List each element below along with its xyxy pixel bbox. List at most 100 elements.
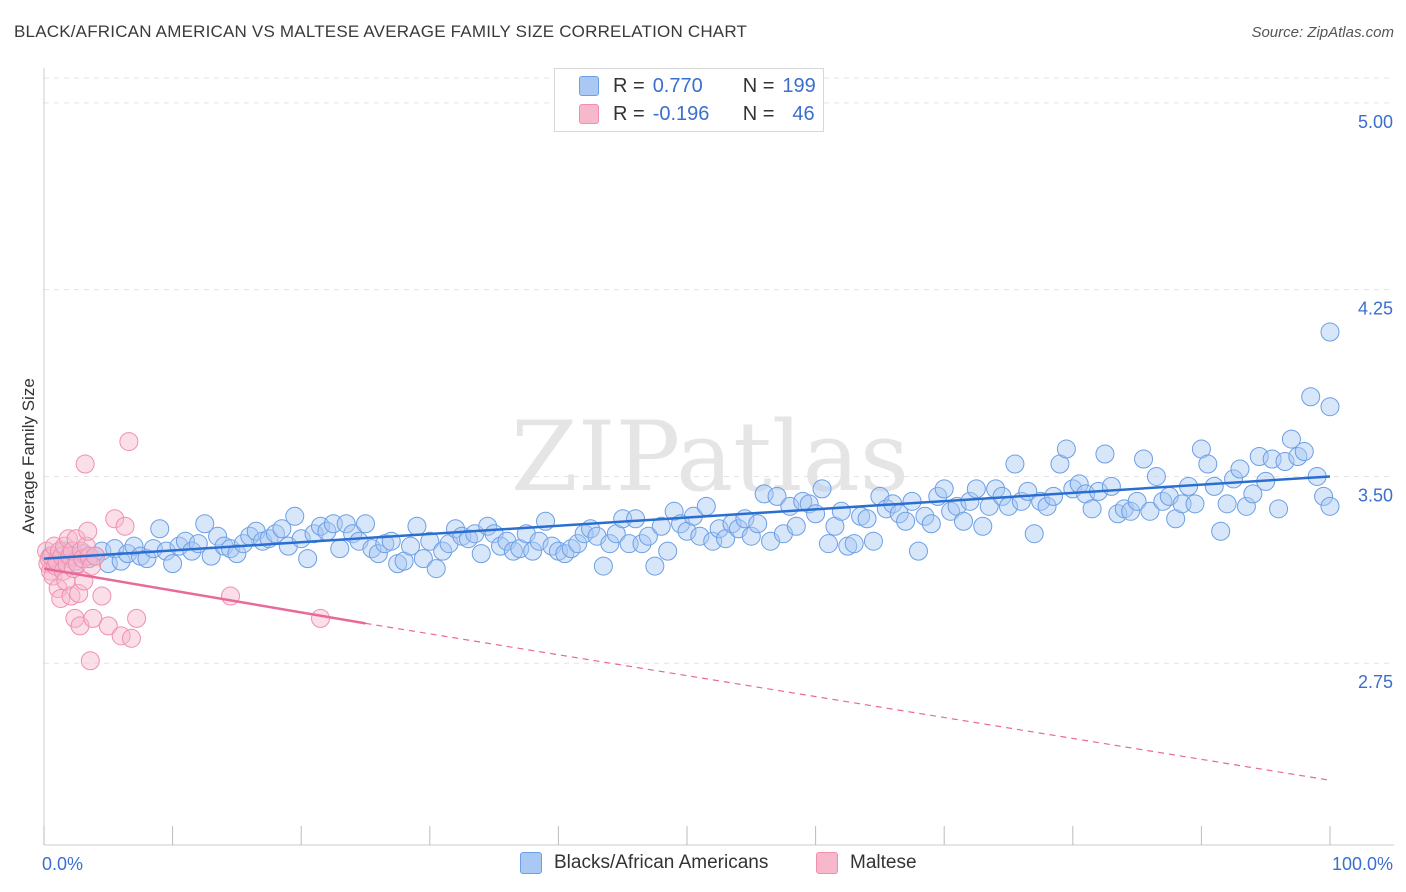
data-point (1320, 496, 1340, 516)
data-point (182, 541, 202, 561)
legend-r-value: 0.770 (652, 74, 703, 97)
data-point (413, 549, 433, 569)
data-point (1140, 501, 1160, 521)
series-maltese (37, 432, 330, 671)
data-point (227, 544, 247, 564)
data-point (529, 531, 549, 551)
data-point (626, 509, 646, 529)
data-point (1294, 442, 1314, 462)
data-point (915, 506, 935, 526)
data-point (818, 534, 838, 554)
data-point (908, 541, 928, 561)
data-point (330, 539, 350, 559)
legend-n-value: 199 (782, 74, 816, 97)
y-tick-label: 4.25 (1358, 299, 1393, 319)
data-point (593, 556, 613, 576)
data-point (523, 541, 543, 561)
data-point (1243, 484, 1263, 504)
series-layer (37, 322, 1340, 671)
data-point (658, 541, 678, 561)
data-point (709, 519, 729, 539)
data-point (651, 516, 671, 536)
data-point (119, 432, 139, 452)
legend-swatch-blacks (520, 852, 542, 874)
data-point (92, 586, 112, 606)
data-point (401, 536, 421, 556)
data-point (61, 586, 81, 606)
legend-item-maltese[interactable]: Maltese (816, 852, 917, 874)
legend-swatch-blacks (579, 76, 599, 96)
data-point (812, 479, 832, 499)
legend-label-blacks: Blacks/African Americans (554, 852, 769, 873)
series-legend: Blacks/African Americans Maltese (0, 852, 1406, 878)
data-point (973, 516, 993, 536)
data-point (748, 514, 768, 534)
data-point (124, 536, 144, 556)
data-point (632, 534, 652, 554)
data-point (1204, 476, 1224, 496)
gridlines (44, 77, 1394, 664)
data-point (1146, 466, 1166, 486)
data-point (1217, 494, 1237, 514)
data-point (767, 486, 787, 506)
data-point (806, 504, 826, 524)
data-point (1288, 447, 1308, 467)
data-point (638, 526, 658, 546)
legend-label-maltese: Maltese (850, 852, 917, 873)
chart-title: BLACK/AFRICAN AMERICAN VS MALTESE AVERAG… (14, 22, 748, 41)
data-point (831, 501, 851, 521)
data-point (220, 539, 240, 559)
data-point (1101, 476, 1121, 496)
series-blacks (40, 322, 1340, 579)
trend-line-blacks (43, 475, 1331, 560)
legend-swatch-maltese (816, 852, 838, 874)
data-point (208, 526, 228, 546)
legend-n-label: N = (742, 74, 775, 97)
data-point (664, 501, 684, 521)
data-point (1134, 449, 1154, 469)
data-point (69, 583, 89, 603)
x-tick-label: 0.0% (42, 854, 83, 874)
data-point (1082, 499, 1102, 519)
data-point (80, 651, 100, 671)
y-tick-label: 3.50 (1358, 485, 1393, 505)
data-point (362, 539, 382, 559)
data-point (941, 501, 961, 521)
data-point (1281, 429, 1301, 449)
correlation-legend: R = 0.770 N = 199 R = -0.196 N = 46 (554, 68, 824, 132)
data-point (67, 554, 87, 574)
data-point (1095, 444, 1115, 464)
data-point (1236, 496, 1256, 516)
legend-n-label: N = (742, 102, 775, 125)
data-point (966, 479, 986, 499)
data-point (75, 454, 95, 474)
data-point (471, 544, 491, 564)
trend-line-maltese (43, 567, 366, 625)
data-point (105, 509, 125, 529)
data-point (121, 628, 141, 648)
data-point (458, 529, 478, 549)
legend-item-blacks[interactable]: Blacks/African Americans (520, 852, 768, 874)
data-point (1044, 486, 1064, 506)
data-point (163, 554, 183, 574)
data-point (600, 534, 620, 554)
data-point (786, 516, 806, 536)
data-point (1320, 322, 1340, 342)
data-point (863, 531, 883, 551)
data-point (1320, 397, 1340, 417)
data-point (561, 539, 581, 559)
data-point (1121, 501, 1141, 521)
data-point (150, 519, 170, 539)
source-label: Source: ZipAtlas.com (1251, 24, 1394, 41)
data-point (78, 521, 98, 541)
data-point (115, 516, 135, 536)
data-point (1031, 491, 1051, 511)
data-point (1037, 496, 1057, 516)
data-point (368, 544, 388, 564)
data-point (844, 534, 864, 554)
data-point (690, 526, 710, 546)
data-point (336, 514, 356, 534)
data-point (98, 616, 118, 636)
data-point (195, 514, 215, 534)
